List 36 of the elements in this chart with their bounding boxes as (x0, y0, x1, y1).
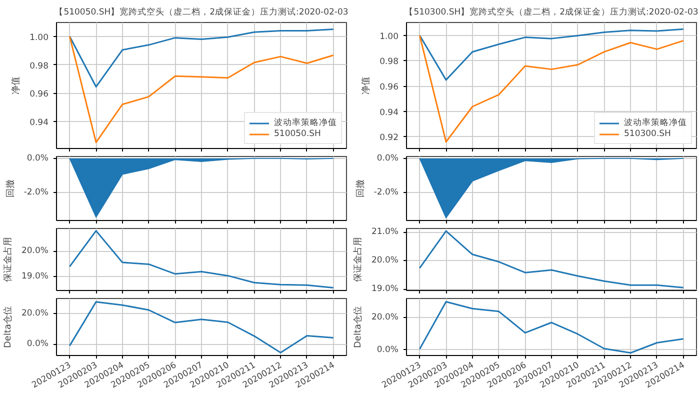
y-axis-title: Delta仓位 (352, 306, 364, 348)
y-tick-label: 0.98 (380, 57, 399, 68)
y-tick-label: 1.00 (30, 32, 49, 43)
chart-title: 【510050.SH】宽跨式空头（虚二档，2成保证金）压力测试:2020-02-03 (54, 6, 348, 18)
y-tick-label: 0.94 (30, 118, 49, 128)
y-tick-label: 0.0% (376, 344, 399, 355)
y-tick-label: -2.0% (24, 188, 49, 198)
y-tick-label: 19.0% (372, 284, 399, 294)
y-axis-title: 保证金占用 (2, 237, 14, 282)
y-axis-title: Delta仓位 (2, 306, 14, 348)
y-tick-label: 19.0% (22, 272, 49, 282)
y-axis-title: 净值 (10, 76, 22, 94)
legend-label: 波动率策略净值 (274, 117, 337, 129)
y-tick-label: 0.96 (380, 82, 399, 93)
legend-label: 波动率策略净值 (624, 117, 687, 129)
y-tick-label: 20.0% (372, 256, 399, 266)
legend-label: 510300.SH (624, 129, 671, 139)
y-axis-title: 回撤 (4, 180, 16, 198)
y-tick-label: -2.0% (374, 188, 399, 198)
y-tick-label: 0.98 (30, 61, 49, 72)
y-tick-label: 20.0% (22, 308, 49, 318)
y-tick-label: 0.0% (376, 153, 399, 164)
y-axis-title: 净值 (360, 76, 372, 94)
legend-label: 510050.SH (274, 129, 321, 139)
y-tick-label: 20.0% (372, 312, 399, 322)
y-tick-label: 0.94 (380, 108, 399, 118)
y-axis-title: 回撤 (354, 180, 366, 198)
y-tick-label: 0.0% (26, 153, 49, 164)
y-tick-label: 20.0% (22, 246, 49, 256)
chart-title: 【510300.SH】宽跨式空头（虚二档，2成保证金）压力测试:2020-02-03 (404, 6, 698, 18)
y-tick-label: 21.0% (372, 227, 399, 238)
y-tick-label: 0.0% (26, 339, 49, 350)
y-tick-label: 0.96 (30, 90, 49, 100)
y-tick-label: 0.92 (380, 133, 399, 144)
y-axis-title: 保证金占用 (352, 237, 364, 282)
y-tick-label: 1.00 (380, 32, 399, 42)
